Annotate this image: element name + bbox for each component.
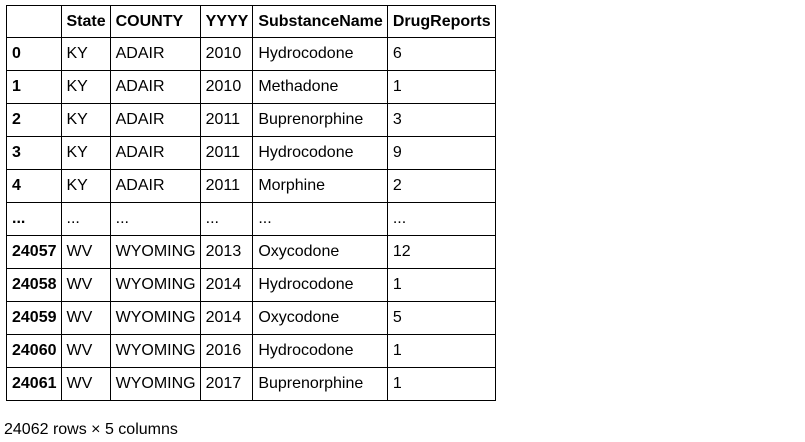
row-index: 24061: [6, 367, 62, 401]
cell-drug-reports: ...: [386, 202, 496, 236]
cell-county: ADAIR: [109, 37, 201, 71]
cell-substance-name: Oxycodone: [252, 235, 388, 269]
cell-yyyy: 2014: [199, 301, 254, 335]
row-index: ...: [6, 202, 62, 236]
cell-drug-reports: 12: [386, 235, 496, 269]
cell-county: WYOMING: [109, 268, 201, 302]
table-row: 3 KY ADAIR 2011 Hydrocodone 9: [6, 136, 496, 170]
cell-state: WV: [60, 334, 111, 368]
cell-state: WV: [60, 301, 111, 335]
row-index: 24057: [6, 235, 62, 269]
row-index: 4: [6, 169, 62, 203]
cell-county: WYOMING: [109, 235, 201, 269]
column-header-drug-reports: DrugReports: [386, 5, 496, 38]
cell-substance-name: Buprenorphine: [252, 103, 388, 137]
cell-yyyy: 2011: [199, 169, 254, 203]
cell-county: ADAIR: [109, 169, 201, 203]
cell-substance-name: Hydrocodone: [252, 37, 388, 71]
cell-state: WV: [60, 367, 111, 401]
table-row: 24061 WV WYOMING 2017 Buprenorphine 1: [6, 367, 496, 401]
cell-drug-reports: 1: [386, 334, 496, 368]
table-row: 24059 WV WYOMING 2014 Oxycodone 5: [6, 301, 496, 335]
table-row: 24060 WV WYOMING 2016 Hydrocodone 1: [6, 334, 496, 368]
cell-drug-reports: 1: [386, 268, 496, 302]
cell-state: KY: [60, 169, 111, 203]
table-row: ..................: [6, 202, 496, 236]
table-header: State COUNTY YYYY SubstanceName DrugRepo…: [6, 5, 496, 38]
table-row: 2 KY ADAIR 2011 Buprenorphine 3: [6, 103, 496, 137]
row-index: 3: [6, 136, 62, 170]
row-index: 24060: [6, 334, 62, 368]
cell-drug-reports: 2: [386, 169, 496, 203]
cell-state: WV: [60, 235, 111, 269]
cell-yyyy: 2017: [199, 367, 254, 401]
cell-state: WV: [60, 268, 111, 302]
table-row: 0 KY ADAIR 2010 Hydrocodone 6: [6, 37, 496, 71]
cell-county: WYOMING: [109, 367, 201, 401]
shape-caption: 24062 rows × 5 columns: [4, 421, 178, 438]
cell-yyyy: ...: [199, 202, 254, 236]
row-index: 24058: [6, 268, 62, 302]
row-index: 2: [6, 103, 62, 137]
column-header-substance-name: SubstanceName: [252, 5, 388, 38]
cell-yyyy: 2010: [199, 37, 254, 71]
table-row: 1 KY ADAIR 2010 Methadone 1: [6, 70, 496, 104]
cell-state: KY: [60, 136, 111, 170]
cell-substance-name: Hydrocodone: [252, 334, 388, 368]
header-row: State COUNTY YYYY SubstanceName DrugRepo…: [6, 5, 496, 38]
cell-substance-name: Morphine: [252, 169, 388, 203]
dataframe-output: State COUNTY YYYY SubstanceName DrugRepo…: [6, 5, 496, 401]
cell-yyyy: 2016: [199, 334, 254, 368]
cell-substance-name: Oxycodone: [252, 301, 388, 335]
row-index: 1: [6, 70, 62, 104]
cell-drug-reports: 1: [386, 70, 496, 104]
column-header-yyyy: YYYY: [199, 5, 254, 38]
index-header: [6, 5, 62, 38]
cell-county: ...: [109, 202, 201, 236]
table-row: 4 KY ADAIR 2011 Morphine 2: [6, 169, 496, 203]
cell-drug-reports: 1: [386, 367, 496, 401]
cell-county: ADAIR: [109, 103, 201, 137]
column-header-state: State: [60, 5, 111, 38]
cell-yyyy: 2013: [199, 235, 254, 269]
cell-yyyy: 2011: [199, 103, 254, 137]
cell-drug-reports: 3: [386, 103, 496, 137]
cell-yyyy: 2010: [199, 70, 254, 104]
cell-county: ADAIR: [109, 70, 201, 104]
cell-state: ...: [60, 202, 111, 236]
cell-county: WYOMING: [109, 301, 201, 335]
cell-drug-reports: 6: [386, 37, 496, 71]
row-index: 24059: [6, 301, 62, 335]
cell-drug-reports: 5: [386, 301, 496, 335]
cell-county: ADAIR: [109, 136, 201, 170]
cell-state: KY: [60, 70, 111, 104]
cell-yyyy: 2011: [199, 136, 254, 170]
cell-substance-name: Hydrocodone: [252, 136, 388, 170]
table-body: 0 KY ADAIR 2010 Hydrocodone 6 1 KY ADAIR 2010 Meth…: [6, 37, 496, 401]
cell-substance-name: Hydrocodone: [252, 268, 388, 302]
dataframe-table: State COUNTY YYYY SubstanceName DrugRepo…: [6, 5, 496, 401]
cell-state: KY: [60, 103, 111, 137]
column-header-county: COUNTY: [109, 5, 201, 38]
cell-substance-name: Buprenorphine: [252, 367, 388, 401]
cell-county: WYOMING: [109, 334, 201, 368]
cell-yyyy: 2014: [199, 268, 254, 302]
cell-substance-name: Methadone: [252, 70, 388, 104]
table-row: 24058 WV WYOMING 2014 Hydrocodone 1: [6, 268, 496, 302]
cell-drug-reports: 9: [386, 136, 496, 170]
cell-substance-name: ...: [252, 202, 388, 236]
row-index: 0: [6, 37, 62, 71]
table-row: 24057 WV WYOMING 2013 Oxycodone 12: [6, 235, 496, 269]
cell-state: KY: [60, 37, 111, 71]
